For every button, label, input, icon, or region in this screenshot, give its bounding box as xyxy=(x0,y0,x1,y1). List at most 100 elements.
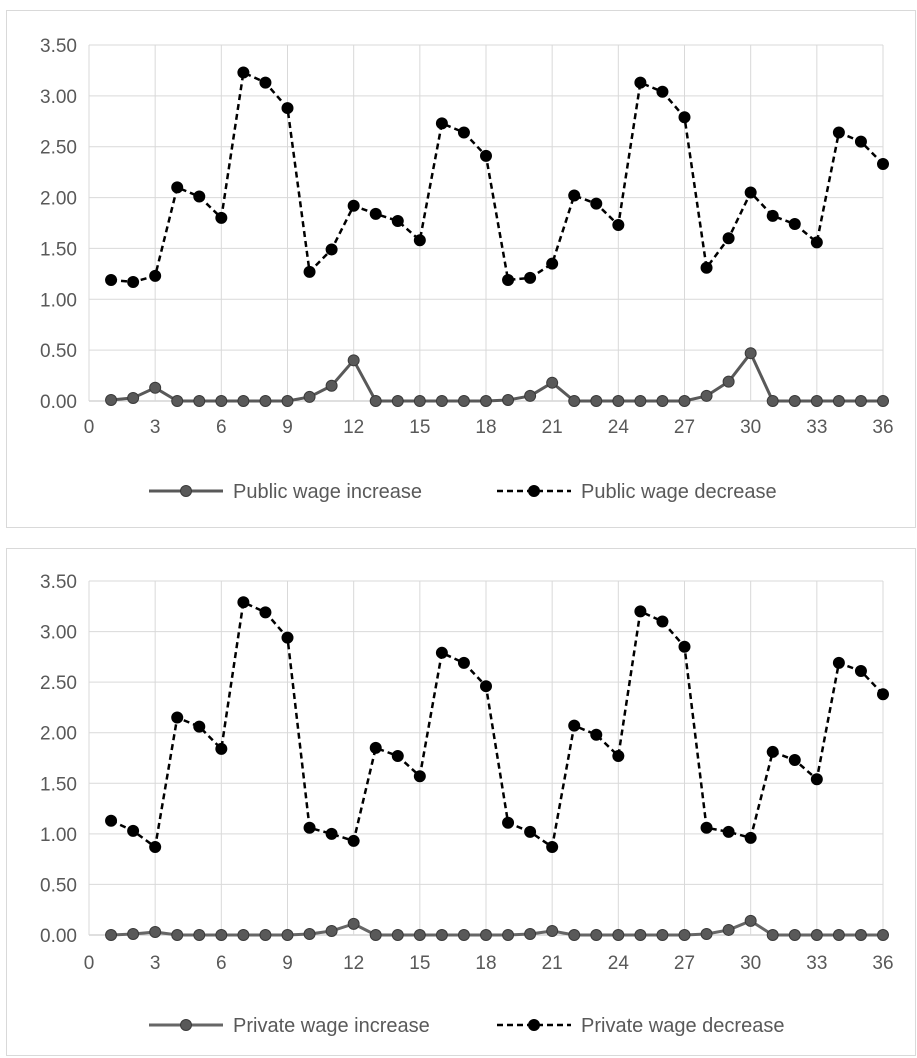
x-tick-label: 15 xyxy=(409,953,430,974)
y-tick-label: 2.50 xyxy=(40,138,77,159)
data-point xyxy=(457,929,470,941)
data-point xyxy=(347,917,360,930)
data-point xyxy=(568,189,581,202)
data-point xyxy=(744,186,757,199)
data-point xyxy=(700,821,713,834)
data-point xyxy=(237,929,250,941)
data-point xyxy=(193,720,206,733)
data-point xyxy=(700,927,713,940)
data-point xyxy=(502,273,515,286)
data-point xyxy=(722,825,735,838)
data-point xyxy=(413,929,426,941)
legend-marker xyxy=(180,485,192,497)
data-point xyxy=(722,232,735,245)
data-point xyxy=(435,395,448,407)
public-legend: Public wage increase Public wage decrease xyxy=(149,481,777,503)
data-point xyxy=(788,395,801,407)
series-line xyxy=(110,351,883,403)
data-point xyxy=(590,728,603,741)
series-line xyxy=(110,600,884,849)
data-point xyxy=(303,927,316,940)
data-point xyxy=(303,821,316,834)
legend-label: Public wage increase xyxy=(233,481,422,503)
data-point xyxy=(612,395,625,407)
data-point xyxy=(281,395,294,407)
chart-panel-public: 0.00 0.50 1.00 1.50 2.00 2.50 3.00 3.50 0 3 6 9 12 15… xyxy=(6,10,916,528)
x-tick-label: 24 xyxy=(608,953,630,974)
data-point xyxy=(590,395,603,407)
data-point xyxy=(369,929,382,941)
data-point xyxy=(678,929,691,941)
data-point xyxy=(854,929,867,941)
private-grid xyxy=(88,580,884,936)
data-point xyxy=(832,929,845,941)
data-point xyxy=(810,395,823,407)
x-tick-label: 3 xyxy=(150,953,161,974)
data-point xyxy=(877,929,889,941)
data-point xyxy=(568,929,581,941)
y-tick-label: 1.00 xyxy=(40,825,77,846)
data-point xyxy=(832,395,845,407)
data-point xyxy=(259,929,272,941)
x-tick-label: 24 xyxy=(608,417,630,438)
data-point xyxy=(546,924,559,937)
x-tick-label: 36 xyxy=(872,417,893,438)
data-point xyxy=(766,745,779,758)
data-point xyxy=(457,126,470,139)
data-point xyxy=(744,831,757,844)
data-point xyxy=(502,393,515,406)
data-point xyxy=(215,395,228,407)
data-point xyxy=(171,395,184,407)
private-legend: Private wage increase Private wage decrea… xyxy=(149,1015,784,1037)
data-point xyxy=(171,181,184,194)
series-line xyxy=(110,71,884,284)
data-point xyxy=(127,275,140,288)
legend-marker xyxy=(180,1019,192,1031)
data-point xyxy=(325,827,338,840)
x-tick-label: 21 xyxy=(542,417,563,438)
data-point xyxy=(105,929,118,941)
data-point xyxy=(877,158,889,171)
data-point xyxy=(435,646,448,659)
data-point xyxy=(546,376,559,389)
data-point xyxy=(347,354,360,367)
data-point xyxy=(502,816,515,829)
series-public-wage-increase xyxy=(105,347,889,407)
x-tick-label: 9 xyxy=(282,953,293,974)
x-tick-label: 33 xyxy=(806,953,827,974)
data-point xyxy=(854,395,867,407)
data-point xyxy=(700,261,713,274)
data-point xyxy=(788,929,801,941)
data-point xyxy=(502,929,515,941)
y-tick-label: 2.50 xyxy=(40,673,77,694)
data-point xyxy=(722,923,735,936)
data-point xyxy=(193,929,206,941)
data-point xyxy=(435,117,448,130)
data-point xyxy=(744,347,757,360)
data-point xyxy=(480,395,492,407)
x-tick-label: 6 xyxy=(216,417,227,438)
data-point xyxy=(171,929,184,941)
data-point xyxy=(413,770,426,783)
data-point xyxy=(127,391,140,404)
data-point xyxy=(656,615,669,628)
data-point xyxy=(612,219,625,232)
data-point xyxy=(215,742,228,755)
data-point xyxy=(480,680,492,693)
x-tick-label: 21 xyxy=(542,953,563,974)
data-point xyxy=(303,390,316,403)
data-point xyxy=(877,395,889,407)
y-tick-label: 1.00 xyxy=(40,290,77,311)
data-point xyxy=(788,754,801,767)
legend-label: Public wage decrease xyxy=(581,481,777,503)
data-point xyxy=(810,929,823,941)
data-point xyxy=(391,929,404,941)
data-point xyxy=(127,824,140,837)
y-tick-label: 1.50 xyxy=(40,774,77,795)
data-point xyxy=(325,924,338,937)
y-tick-label: 3.50 xyxy=(40,36,77,57)
data-point xyxy=(524,927,537,940)
data-point xyxy=(435,929,448,941)
y-tick-label: 2.00 xyxy=(40,189,77,210)
data-point xyxy=(193,395,206,407)
